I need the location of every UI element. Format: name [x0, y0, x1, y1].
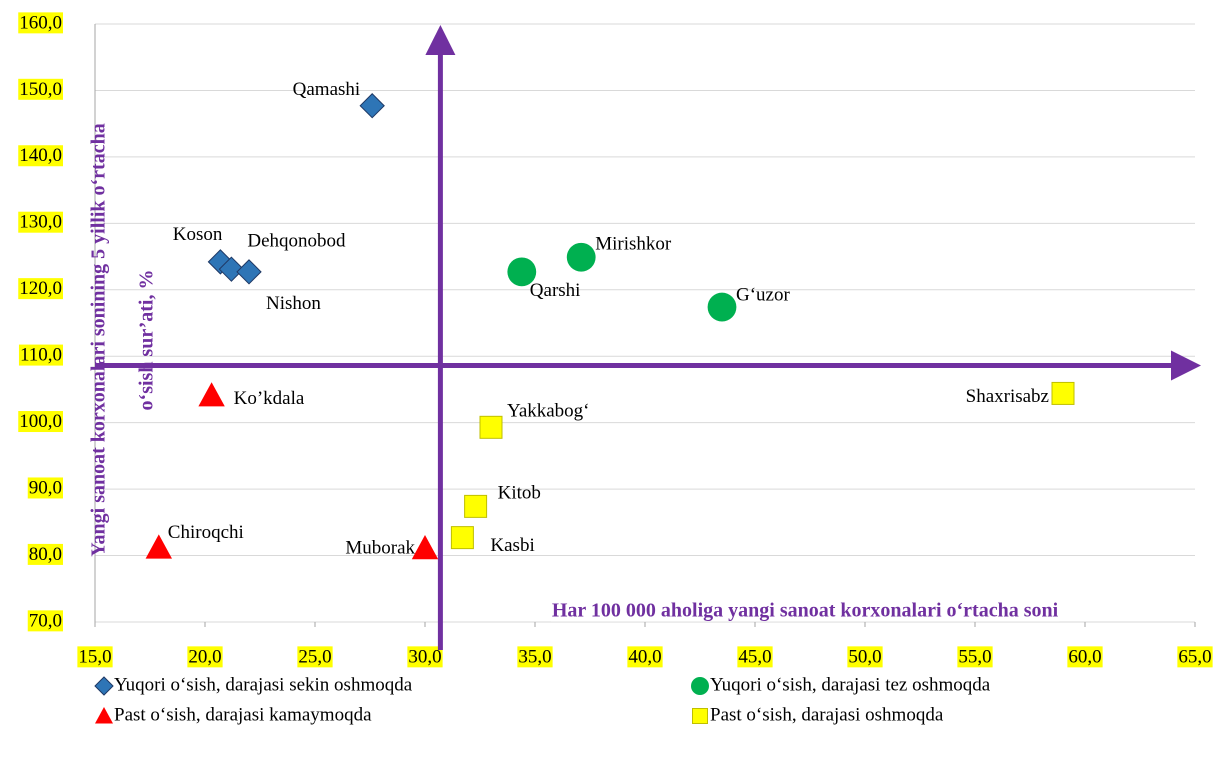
x-axis-title: Har 100 000 aholiga yangi sanoat korxona… [552, 600, 1059, 622]
label-bg [18, 145, 63, 167]
y-axis-title: o‘sish sur’ati, % [136, 270, 158, 411]
label-bg [18, 344, 63, 366]
x-tick-label: 65,0 [1178, 646, 1211, 667]
label-bg [18, 411, 63, 433]
point-label: Shaxrisabz [966, 386, 1049, 407]
point-label: Kasbi [490, 535, 534, 556]
y-tick-label: 120,0 [19, 278, 62, 299]
x-tick-label: 45,0 [738, 646, 771, 667]
point-label: G‘uzor [736, 284, 790, 305]
label-bg [187, 646, 223, 668]
legend-marker [94, 676, 114, 696]
x-tick-label: 25,0 [298, 646, 331, 667]
point-label: Qarshi [530, 280, 581, 301]
point-label: Yakkabog‘ [507, 401, 590, 422]
legend-label: Yuqori o‘sish, darajasi tez oshmoqda [710, 674, 991, 695]
point-label: Nishon [266, 293, 321, 314]
label-bg [27, 477, 63, 499]
point [507, 257, 537, 287]
label-bg [18, 211, 63, 233]
label-bg [1067, 646, 1103, 668]
y-tick-label: 80,0 [29, 544, 62, 565]
point [218, 256, 245, 282]
point [236, 259, 262, 285]
x-tick-label: 50,0 [848, 646, 881, 667]
x-tick-label: 40,0 [628, 646, 661, 667]
label-bg [18, 12, 63, 34]
label-bg [737, 646, 773, 668]
point-label: Mirishkor [595, 234, 672, 255]
label-bg [18, 278, 63, 300]
point [359, 93, 385, 119]
y-tick-label: 100,0 [19, 411, 62, 432]
y-tick-label: 130,0 [19, 212, 62, 233]
y-axis-title: Yangi sanoat korxonalari sonining 5 yill… [88, 123, 110, 556]
y-tick-label: 70,0 [29, 610, 62, 631]
point [411, 535, 439, 560]
point-label: Muborak [345, 538, 415, 559]
x-tick-label: 15,0 [78, 646, 111, 667]
label-bg [957, 646, 993, 668]
point-label: Chiroqchi [168, 522, 244, 543]
legend-label: Past o‘sish, darajasi kamaymoqda [114, 704, 372, 725]
legend-marker [95, 707, 113, 724]
x-tick-label: 55,0 [958, 646, 991, 667]
x-tick-label: 35,0 [518, 646, 551, 667]
legend-marker [692, 708, 708, 724]
point-label: Kitob [498, 483, 541, 504]
legend-label: Past o‘sish, darajasi oshmoqda [710, 704, 944, 725]
point-label: Dehqonobod [247, 231, 346, 252]
label-bg [517, 646, 553, 668]
label-bg [627, 646, 663, 668]
label-bg [27, 610, 63, 632]
y-tick-label: 140,0 [19, 145, 62, 166]
point [450, 526, 474, 550]
point-label: Koson [173, 224, 223, 245]
label-bg [550, 599, 1060, 622]
point [707, 292, 737, 322]
label-bg [27, 543, 63, 565]
point-label: Qamashi [293, 79, 361, 100]
label-bg [847, 646, 883, 668]
x-tick-label: 60,0 [1068, 646, 1101, 667]
point-label: Ko’kdala [234, 388, 305, 409]
label-bg [297, 646, 333, 668]
y-tick-label: 110,0 [20, 345, 62, 366]
point [198, 382, 225, 407]
legend-label: Yuqori o‘sish, darajasi sekin oshmoqda [114, 674, 413, 695]
point [566, 242, 596, 272]
y-tick-label: 160,0 [19, 12, 62, 33]
x-tick-label: 30,0 [408, 646, 441, 667]
point [479, 415, 503, 439]
legend-marker [691, 677, 709, 695]
point [464, 494, 488, 518]
y-tick-label: 150,0 [19, 79, 62, 100]
label-bg [1177, 646, 1213, 668]
y-tick-label: 90,0 [29, 477, 62, 498]
label-bg [18, 78, 63, 100]
point [145, 534, 172, 559]
point [1051, 381, 1075, 405]
x-tick-label: 20,0 [188, 646, 221, 667]
label-bg [407, 646, 443, 668]
label-bg [77, 646, 113, 668]
